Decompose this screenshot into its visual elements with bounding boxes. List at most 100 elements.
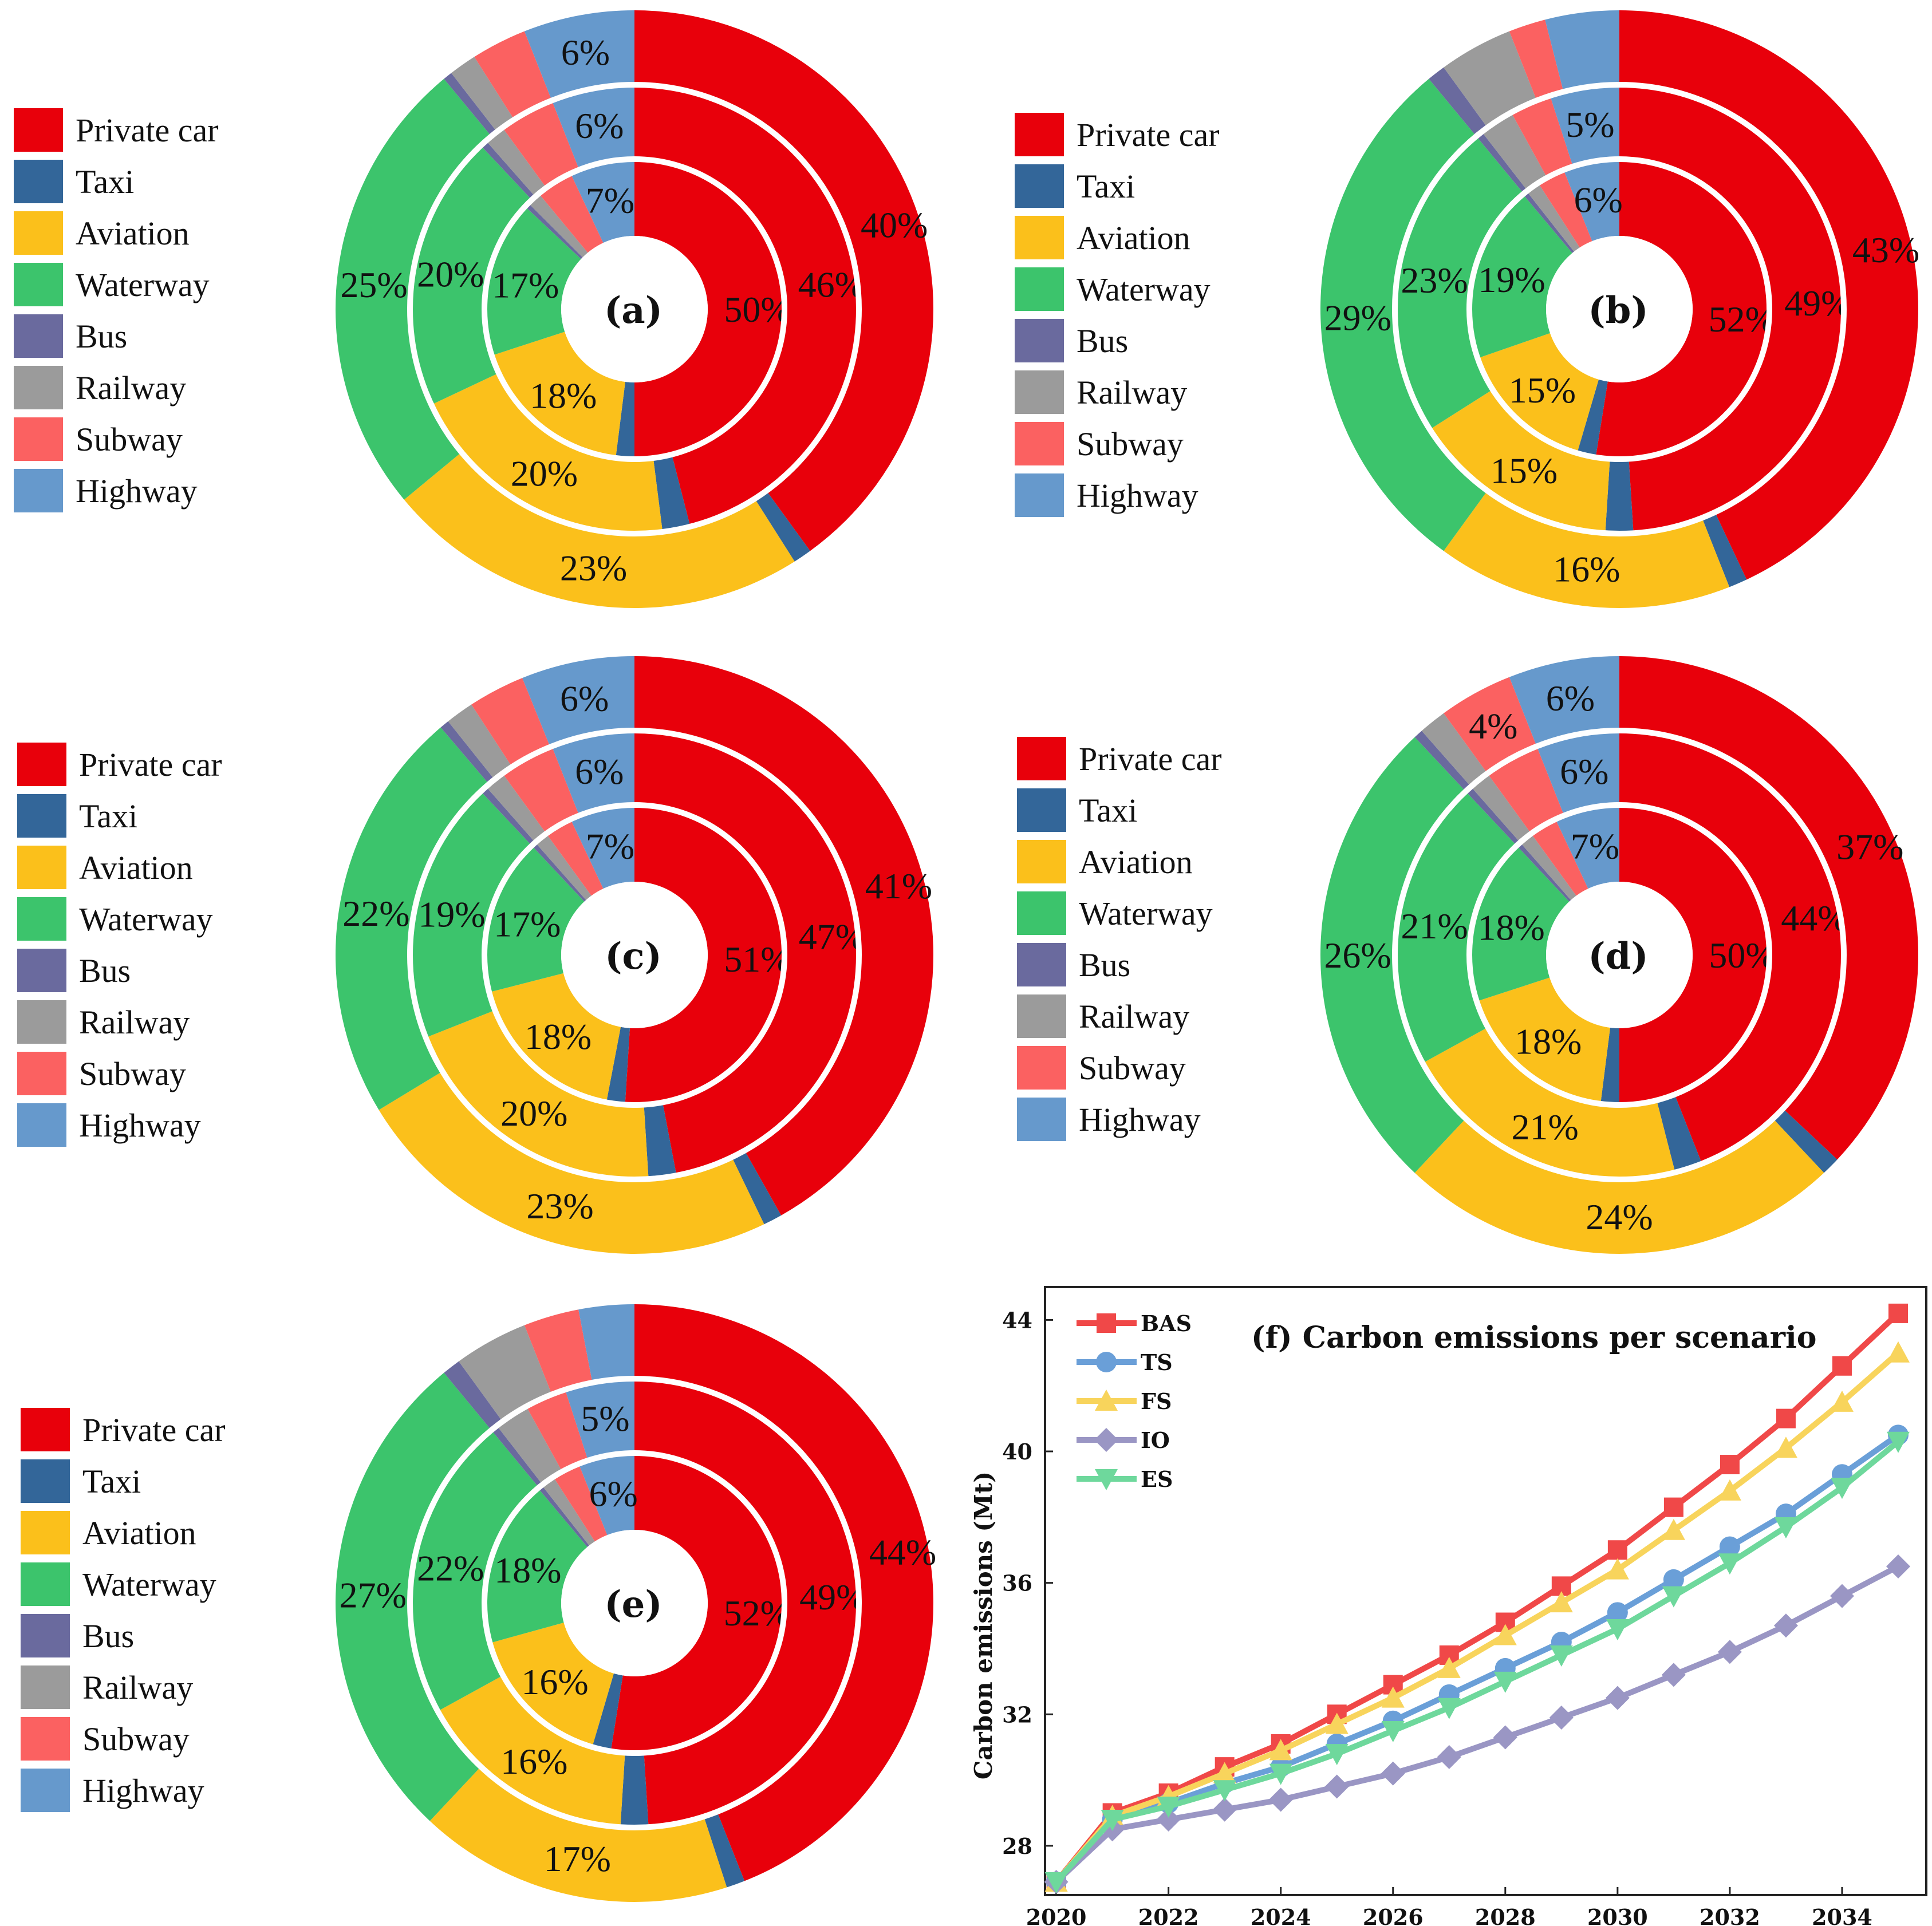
donut-title: (d) (1588, 935, 1648, 978)
x-tick-label: 2028 (1475, 1904, 1536, 1926)
slice-inner-aviation (490, 1623, 614, 1747)
slice-label: 17% (492, 265, 559, 305)
slice-outer-taxi (704, 1811, 745, 1888)
data-point (1663, 1497, 1683, 1517)
slice-inner-waterway (1469, 846, 1570, 1001)
legend-item-bus: Bus (1015, 315, 1220, 366)
slice-outer-bus (440, 721, 495, 784)
slice-label: 20% (500, 1093, 567, 1134)
slice-label: 4% (1469, 706, 1517, 747)
slice-middle-aviation (437, 1675, 625, 1828)
donut-hole (561, 1530, 708, 1676)
donut-title: (b) (1588, 289, 1648, 332)
slice-inner-railway (542, 1477, 595, 1546)
slice-inner-railway (535, 834, 592, 900)
slice-outer-highway (522, 656, 634, 747)
slice-outer-private_car (1619, 656, 1918, 1160)
legend-swatch-highway (21, 1769, 70, 1812)
slice-label: 15% (1491, 450, 1558, 491)
line-legend-item-ts: TS (1077, 1349, 1173, 1375)
legend-swatch-highway (14, 469, 63, 512)
slice-label: 51% (724, 939, 791, 980)
slice-middle-waterway (1395, 136, 1524, 430)
slice-outer-subway (524, 1309, 593, 1395)
legend-swatch-private_car (1017, 737, 1066, 780)
legend-label-highway: Highway (1079, 1100, 1201, 1138)
legend-label-private_car: Private car (1077, 116, 1220, 153)
legend-swatch-private_car (21, 1408, 70, 1451)
legend-label-bus: Bus (82, 1617, 135, 1655)
slice-inner-bus (538, 1485, 589, 1547)
legend-label-bus: Bus (1077, 322, 1129, 360)
slice-inner-bus (1523, 191, 1574, 253)
ring-separator (407, 82, 862, 536)
slice-outer-waterway (1320, 78, 1488, 551)
legend-item-taxi: Taxi (14, 156, 219, 207)
x-tick-label: 2026 (1363, 1904, 1424, 1926)
x-tick-label: 2024 (1251, 1904, 1311, 1926)
legend-label-waterway: Waterway (76, 266, 210, 303)
slice-label: 23% (526, 1186, 593, 1226)
legend-label-aviation: Aviation (1077, 219, 1190, 256)
slice-label: 50% (1709, 935, 1776, 976)
legend-label-taxi: Taxi (82, 1462, 141, 1500)
slice-outer-railway (451, 57, 514, 132)
slice-outer-subway (471, 678, 550, 767)
slice-middle-private_car (1619, 731, 1844, 1164)
slice-inner-waterway (1469, 194, 1572, 358)
legend-item-aviation: Aviation (17, 842, 222, 893)
data-point (1719, 1536, 1740, 1557)
donut-b: 52%15%19%6%49%15%23%5%43%16%29% (b) (1320, 10, 1919, 608)
legend-item-bus: Bus (17, 945, 222, 996)
data-point (1830, 1390, 1854, 1412)
legend-item-taxi: Taxi (17, 790, 222, 842)
donut-title: (a) (604, 289, 663, 332)
series-line (1054, 1564, 1900, 1884)
data-point (1888, 1303, 1908, 1323)
slice-label: 7% (586, 826, 634, 867)
data-point (1830, 1478, 1854, 1499)
chart-title: (f) Carbon emissions per scenario (1251, 1320, 1816, 1355)
legend-label-waterway: Waterway (79, 900, 213, 938)
slice-outer-taxi (755, 491, 810, 562)
ring-separator (1392, 82, 1847, 536)
slice-middle-highway (551, 731, 634, 816)
legend-swatch-subway (1017, 1046, 1066, 1090)
legend-d: Private car Taxi Aviation Waterway Bus Railwa… (1017, 733, 1222, 1145)
slice-middle-railway (1470, 773, 1532, 843)
slice-label: 6% (1546, 678, 1595, 719)
legend-item-aviation: Aviation (1015, 212, 1220, 263)
data-point (1156, 1807, 1181, 1832)
data-point (1776, 1408, 1796, 1428)
data-point (1493, 1725, 1517, 1750)
data-point (1605, 1686, 1630, 1710)
slice-middle-bus (491, 1426, 543, 1488)
legend-label-private_car: Private car (79, 745, 222, 783)
data-point (1720, 1454, 1740, 1474)
data-point (1718, 1553, 1741, 1575)
slice-middle-subway (526, 1390, 589, 1472)
legend-item-waterway: Waterway (14, 259, 219, 310)
series-io (1044, 1554, 1910, 1895)
slice-outer-highway (524, 10, 634, 101)
slice-inner-taxi (592, 1673, 623, 1751)
slice-middle-waterway (410, 145, 532, 405)
legend-item-private_car: Private car (1017, 733, 1222, 784)
slice-inner-taxi (1577, 379, 1608, 457)
legend-swatch-waterway (14, 263, 63, 306)
slice-label: 17% (494, 904, 561, 945)
slice-inner-private_car (625, 805, 784, 1106)
ring-separator (482, 1450, 787, 1756)
ring-separator (1466, 156, 1772, 462)
slice-label: 18% (1477, 907, 1544, 948)
donut-c: 51%18%17%7%47%20%19%6%41%23%22%6%(c) (335, 656, 933, 1254)
data-point (1269, 1763, 1292, 1785)
ring-separator (1466, 802, 1772, 1108)
slice-middle-private_car (634, 1379, 859, 1828)
series-line (1054, 1439, 1901, 1884)
data-point (1437, 1698, 1461, 1719)
slice-inner-waterway (484, 1488, 588, 1643)
data-point (1662, 1518, 1685, 1540)
legend-label-subway: Subway (76, 420, 183, 458)
legend-item-aviation: Aviation (14, 207, 219, 259)
